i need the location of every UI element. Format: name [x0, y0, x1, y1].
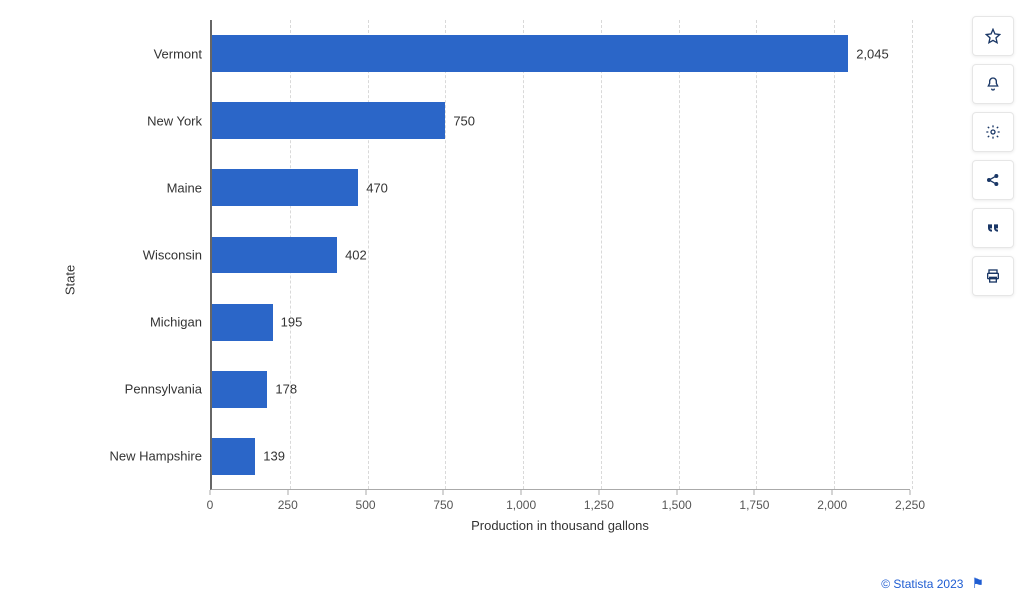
category-label: New Hampshire	[110, 449, 212, 464]
flag-icon: ⚑	[971, 575, 984, 592]
bar[interactable]	[212, 371, 267, 408]
bar-value-label: 750	[453, 113, 475, 128]
bar[interactable]	[212, 35, 848, 72]
y-axis-title: State	[63, 265, 78, 295]
bar-value-label: 195	[281, 315, 303, 330]
bar[interactable]	[212, 438, 255, 475]
share-icon	[985, 172, 1001, 188]
quote-icon	[985, 220, 1001, 236]
x-tick-label: 0	[207, 498, 214, 512]
attribution[interactable]: © Statista 2023 ⚑	[881, 575, 984, 592]
category-label: Maine	[167, 180, 212, 195]
bar-row: Pennsylvania178	[212, 356, 910, 423]
settings-button[interactable]	[972, 112, 1014, 152]
bar[interactable]	[212, 304, 273, 341]
category-label: Wisconsin	[143, 247, 212, 262]
gridline	[912, 20, 913, 489]
notify-button[interactable]	[972, 64, 1014, 104]
x-tick	[598, 490, 599, 495]
cite-button[interactable]	[972, 208, 1014, 248]
x-tick-label: 750	[433, 498, 453, 512]
x-tick-label: 2,000	[817, 498, 847, 512]
x-tick-label: 250	[278, 498, 298, 512]
x-tick	[210, 490, 211, 495]
plot-area: Vermont2,045New York750Maine470Wisconsin…	[210, 20, 910, 490]
x-tick	[832, 490, 833, 495]
x-tick	[287, 490, 288, 495]
bar-row: Vermont2,045	[212, 20, 910, 87]
x-tick	[365, 490, 366, 495]
chart-toolbar	[972, 16, 1014, 296]
x-tick-label: 1,750	[739, 498, 769, 512]
bar-row: Michigan195	[212, 289, 910, 356]
x-tick-label: 2,250	[895, 498, 925, 512]
bar[interactable]	[212, 237, 337, 274]
x-tick	[521, 490, 522, 495]
star-icon	[985, 28, 1001, 44]
category-label: Pennsylvania	[125, 382, 212, 397]
attribution-text: © Statista 2023	[881, 577, 963, 591]
x-tick	[443, 490, 444, 495]
bar[interactable]	[212, 169, 358, 206]
category-label: New York	[147, 113, 212, 128]
bar-row: New York750	[212, 87, 910, 154]
x-tick	[754, 490, 755, 495]
bar-row: New Hampshire139	[212, 423, 910, 490]
bar-row: Wisconsin402	[212, 221, 910, 288]
bar-row: Maine470	[212, 154, 910, 221]
print-button[interactable]	[972, 256, 1014, 296]
gear-icon	[985, 124, 1001, 140]
category-label: Vermont	[154, 46, 212, 61]
bar[interactable]	[212, 102, 445, 139]
print-icon	[985, 268, 1001, 284]
x-tick-label: 1,000	[506, 498, 536, 512]
category-label: Michigan	[150, 315, 212, 330]
x-axis-title: Production in thousand gallons	[471, 518, 649, 533]
x-tick-label: 500	[356, 498, 376, 512]
share-button[interactable]	[972, 160, 1014, 200]
x-tick	[676, 490, 677, 495]
chart-container: State Vermont2,045New York750Maine470Wis…	[40, 10, 950, 550]
bar-value-label: 470	[366, 180, 388, 195]
x-tick	[910, 490, 911, 495]
x-tick-label: 1,250	[584, 498, 614, 512]
bar-value-label: 178	[275, 382, 297, 397]
bar-value-label: 402	[345, 247, 367, 262]
favorite-button[interactable]	[972, 16, 1014, 56]
x-tick-label: 1,500	[662, 498, 692, 512]
bell-icon	[985, 76, 1001, 92]
bar-value-label: 2,045	[856, 46, 889, 61]
bar-value-label: 139	[263, 449, 285, 464]
